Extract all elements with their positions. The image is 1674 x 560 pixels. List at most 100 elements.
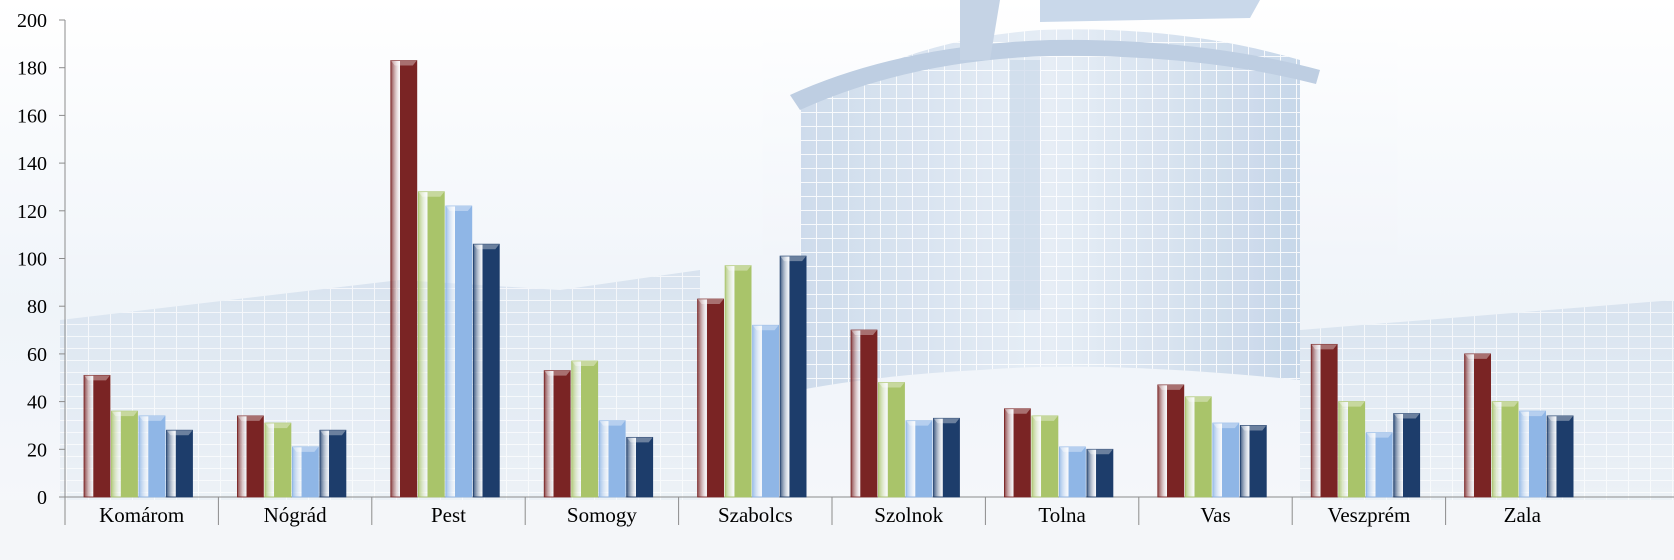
y-tick-label: 40: [27, 392, 47, 414]
chart-labels: 0 20 40 60 80 100 120 140 160 180 200 Komárom Nógrád…: [17, 10, 1542, 527]
bar: [878, 382, 905, 498]
bar-top-bevel: [84, 375, 110, 381]
x-category-label: Szolnok: [874, 503, 943, 527]
bar-top-bevel: [166, 430, 193, 436]
bar: [850, 329, 878, 498]
bar: [138, 415, 166, 498]
bar: [1059, 446, 1086, 498]
bar-top-bevel: [780, 256, 807, 262]
x-category-label: Tolna: [1038, 503, 1086, 527]
x-category-label: Zala: [1504, 503, 1542, 527]
bar-top-bevel: [906, 420, 932, 426]
y-tick-label: 160: [17, 105, 47, 127]
bar: [236, 415, 264, 498]
x-category-label: Vas: [1200, 503, 1230, 527]
y-tick-label: 200: [17, 10, 47, 32]
y-tick-label: 60: [27, 344, 47, 366]
x-category-label: Somogy: [567, 503, 638, 527]
chart-bars: [83, 60, 1574, 498]
bar-top-bevel: [1547, 415, 1574, 421]
bar-top-bevel: [1464, 353, 1491, 359]
bar-top-bevel: [1393, 413, 1420, 419]
bar-top-bevel: [1338, 401, 1365, 407]
bar-top-bevel: [1059, 446, 1086, 452]
bar: [1393, 413, 1421, 498]
bar-top-bevel: [139, 415, 165, 421]
bar-top-bevel: [1366, 432, 1393, 438]
bar-top-bevel: [571, 361, 598, 367]
bar: [1464, 353, 1491, 498]
y-tick-label: 0: [37, 487, 47, 509]
bar: [472, 243, 500, 498]
bar-top-bevel: [237, 415, 264, 421]
bar-top-bevel: [878, 382, 905, 388]
y-tick-label: 100: [17, 249, 47, 271]
bar: [1212, 422, 1240, 498]
bar-top-bevel: [264, 423, 291, 429]
bar-top-bevel: [445, 206, 472, 212]
x-category-label: Nógrád: [264, 503, 327, 527]
bar-top-bevel: [697, 299, 724, 305]
bar: [1086, 448, 1114, 498]
y-tick-label: 180: [17, 58, 47, 80]
bar-top-bevel: [1185, 396, 1212, 402]
y-tick-label: 20: [27, 439, 47, 461]
bar: [1031, 415, 1059, 498]
bar: [1184, 396, 1212, 498]
bar-top-bevel: [319, 430, 346, 436]
bar: [291, 446, 319, 498]
bar-top-bevel: [292, 446, 319, 452]
y-tick-label: 120: [17, 201, 47, 223]
bar: [571, 360, 599, 498]
bar-top-bevel: [1240, 425, 1267, 431]
bar: [166, 429, 193, 498]
bar: [933, 417, 960, 498]
bar-top-bevel: [626, 437, 653, 443]
y-tick-label: 140: [17, 153, 47, 175]
x-category-label: Komárom: [99, 503, 184, 527]
bar-top-bevel: [1004, 408, 1031, 414]
bar-top-bevel: [851, 330, 877, 336]
bar-top-bevel: [1157, 384, 1184, 390]
bar: [1519, 410, 1546, 498]
bar: [543, 370, 571, 498]
x-category-label: Pest: [431, 503, 466, 527]
bar: [1239, 425, 1267, 498]
bar: [445, 205, 473, 498]
bar: [598, 420, 626, 498]
bar: [697, 298, 724, 498]
bar: [1157, 384, 1185, 498]
bar-top-bevel: [390, 60, 417, 66]
bar-top-bevel: [1086, 449, 1113, 455]
bar-top-bevel: [599, 420, 626, 426]
bar: [724, 265, 752, 498]
bar-top-bevel: [111, 411, 138, 417]
bar-top-bevel: [933, 418, 960, 424]
bar: [390, 60, 418, 498]
bar: [1338, 401, 1366, 498]
bar: [779, 255, 807, 498]
bar: [417, 191, 445, 498]
bar: [83, 374, 111, 498]
bar-top-bevel: [418, 191, 445, 197]
x-category-label: Veszprém: [1327, 503, 1410, 527]
bar-top-bevel: [544, 370, 571, 376]
bar-top-bevel: [473, 244, 500, 250]
x-category-label: Szabolcs: [718, 503, 793, 527]
bar: [905, 420, 933, 498]
bar: [1004, 408, 1031, 498]
y-tick-label: 80: [27, 296, 47, 318]
bar-top-bevel: [1212, 423, 1239, 429]
bar: [1365, 432, 1393, 498]
bar: [626, 436, 654, 498]
bar-top-bevel: [1492, 401, 1519, 407]
bar: [752, 324, 779, 498]
bar-top-bevel: [1031, 415, 1058, 421]
bar: [264, 422, 292, 498]
bar: [1546, 415, 1574, 498]
bar-top-bevel: [725, 265, 752, 271]
bar: [1310, 343, 1338, 498]
